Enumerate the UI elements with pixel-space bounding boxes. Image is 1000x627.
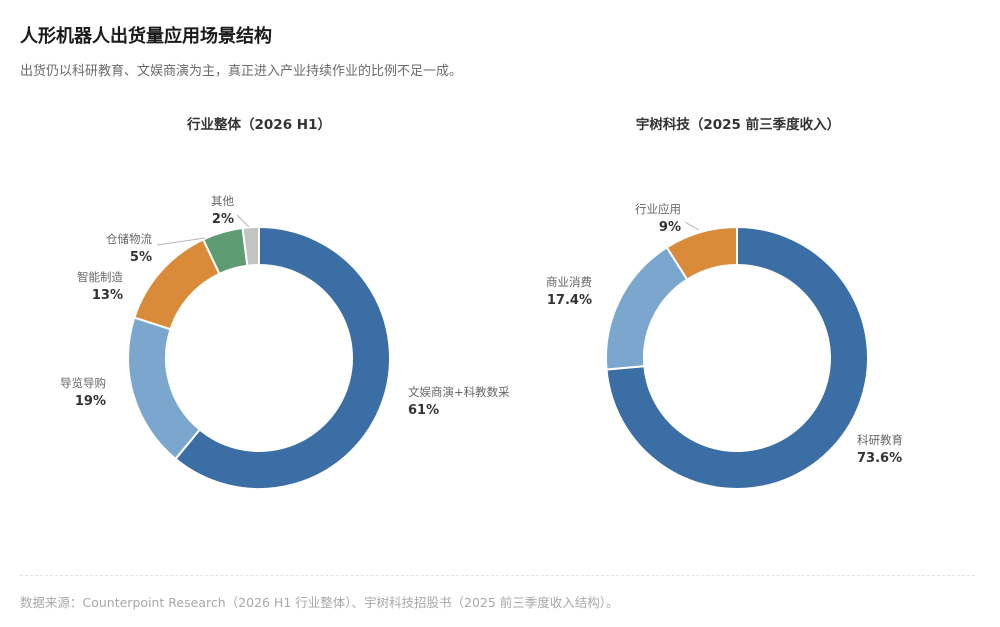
- donut0-slice-name-2: 智能制造: [77, 270, 123, 284]
- donut0-slice-1: [127, 316, 202, 461]
- donut1-slice-1: [605, 246, 689, 371]
- donut0-slice-name-4: 其他: [211, 194, 234, 208]
- donut1-slice-2: [665, 225, 738, 281]
- donut1-slice-0: [605, 225, 869, 490]
- page-title: 人形机器人出货量应用场景结构: [20, 26, 272, 47]
- donut1-slice-value-0: 73.6%: [857, 451, 902, 466]
- chart-title-unitree: 宇树科技（2025 前三季度收入）: [635, 117, 841, 133]
- donut0-slice-value-4: 2%: [212, 212, 234, 227]
- donut1-slice-value-1: 17.4%: [547, 293, 592, 308]
- footer-divider: [20, 575, 975, 576]
- donut1-slice-name-2: 行业应用: [635, 202, 681, 216]
- donut0-slice-0: [174, 225, 391, 490]
- donut1-leader-line-2: [684, 221, 700, 231]
- donut0-slice-value-2: 13%: [92, 288, 123, 303]
- donut0-slice-name-1: 导览导购: [60, 376, 106, 390]
- donut0-leader-line-3: [156, 237, 206, 246]
- donut0-slice-name-0: 文娱商演+科教数采: [408, 385, 510, 399]
- page-subtitle: 出货仍以科研教育、文娱商演为主，真正进入产业持续作业的比例不足一成。: [20, 64, 463, 79]
- donut0-leader-line-4: [236, 214, 250, 228]
- donut0-slice-4: [241, 225, 260, 267]
- donut1-slice-name-1: 商业消费: [546, 275, 592, 289]
- donut0-slice-name-3: 仓储物流: [106, 232, 152, 246]
- donut0-slice-value-0: 61%: [408, 403, 439, 418]
- donut0-slice-value-1: 19%: [75, 394, 106, 409]
- donut1-slice-name-0: 科研教育: [857, 433, 903, 447]
- source-note: 数据来源：Counterpoint Research（2026 H1 行业整体）…: [20, 595, 619, 610]
- donut1-slice-value-2: 9%: [659, 220, 681, 235]
- donut0-slice-value-3: 5%: [130, 250, 152, 265]
- chart-title-industry: 行业整体（2026 H1）: [187, 117, 331, 133]
